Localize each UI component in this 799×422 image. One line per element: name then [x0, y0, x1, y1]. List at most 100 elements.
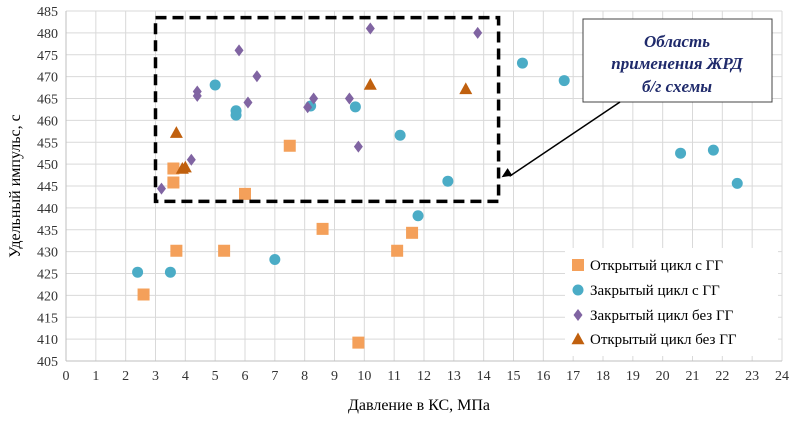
data-point-circle	[132, 266, 144, 278]
x-tick-label: 19	[626, 369, 640, 384]
data-point-circle	[209, 79, 221, 91]
data-point-square	[239, 187, 251, 200]
x-tick-label: 8	[301, 369, 308, 384]
data-point-circle	[731, 177, 743, 189]
y-tick-label: 455	[37, 136, 58, 151]
legend-marker-diamond	[573, 309, 583, 321]
y-tick-label: 460	[37, 114, 58, 129]
x-tick-label: 24	[775, 369, 789, 384]
legend-marker-square	[572, 259, 584, 271]
y-tick-label: 415	[37, 311, 58, 326]
y-axis-title: Удельный импульс, с	[7, 114, 24, 258]
x-tick-label: 2	[122, 369, 129, 384]
data-point-diamond	[365, 22, 375, 35]
legend-label: Открытый цикл с ГГ	[590, 258, 723, 274]
x-tick-label: 23	[745, 369, 759, 384]
legend-label: Закрытый цикл с ГГ	[590, 283, 720, 299]
region-rectangle	[153, 15, 501, 204]
data-point-square	[218, 244, 231, 257]
data-point-square	[352, 336, 365, 349]
x-tick-label: 13	[447, 369, 461, 384]
x-tick-label: 14	[477, 369, 491, 384]
y-tick-label: 405	[37, 355, 58, 370]
legend-label: Открытый цикл без ГГ	[590, 332, 737, 348]
y-tick-label: 425	[37, 268, 58, 283]
x-tick-label: 22	[715, 369, 729, 384]
data-point-triangle	[459, 82, 473, 95]
data-point-square	[406, 226, 419, 239]
x-tick-label: 1	[92, 369, 99, 384]
data-point-circle	[230, 109, 242, 121]
x-tick-label: 4	[182, 369, 189, 384]
x-tick-label: 12	[417, 369, 431, 384]
data-point-square	[167, 176, 180, 189]
y-tick-label: 430	[37, 246, 58, 261]
data-point-diamond	[309, 92, 319, 105]
data-point-circle	[516, 57, 528, 69]
y-tick-label: 485	[37, 5, 58, 20]
annotation-arrow-head	[501, 168, 513, 178]
data-point-diamond	[243, 96, 253, 109]
y-tick-label: 480	[37, 27, 58, 42]
data-point-square	[137, 288, 150, 301]
y-tick-label: 470	[37, 71, 58, 86]
y-tick-label: 445	[37, 180, 58, 195]
data-point-circle	[675, 147, 687, 159]
x-tick-label: 20	[656, 369, 670, 384]
x-tick-label: 10	[357, 369, 371, 384]
x-tick-label: 7	[271, 369, 278, 384]
y-tick-label: 475	[37, 49, 58, 64]
y-tick-label: 420	[37, 289, 58, 304]
legend-marker-triangle	[571, 332, 585, 345]
data-point-circle	[269, 254, 281, 265]
data-point-square	[316, 222, 329, 235]
data-point-diamond	[186, 153, 196, 166]
annotation-text: Область	[644, 32, 710, 51]
x-tick-label: 17	[566, 369, 580, 384]
data-point-diamond	[252, 70, 262, 83]
data-point-circle	[412, 210, 424, 222]
annotation-arrow-line	[509, 101, 621, 177]
x-tick-label: 11	[387, 369, 400, 384]
data-point-square	[170, 244, 183, 257]
data-point-triangle	[363, 78, 377, 90]
data-point-circle	[558, 75, 570, 87]
data-point-diamond	[473, 26, 483, 39]
x-tick-label: 16	[536, 369, 550, 384]
y-tick-label: 440	[37, 202, 58, 217]
data-point-square	[283, 139, 296, 152]
y-tick-label: 410	[37, 333, 58, 348]
y-tick-label: 465	[37, 93, 58, 108]
x-tick-label: 6	[242, 369, 249, 384]
legend-label: Закрытый цикл без ГГ	[590, 308, 734, 324]
annotation-text: применения ЖРД	[611, 54, 744, 73]
x-axis-title: Давление в КС, МПа	[348, 397, 490, 414]
data-point-diamond	[344, 92, 354, 105]
data-point-circle	[394, 129, 406, 141]
data-point-diamond	[192, 85, 202, 98]
x-tick-label: 9	[331, 369, 338, 384]
y-tick-label: 450	[37, 158, 58, 173]
data-point-diamond	[303, 101, 313, 114]
annotation-text: б/г схемы	[642, 77, 712, 96]
x-tick-label: 0	[63, 369, 70, 384]
x-tick-label: 3	[152, 369, 159, 384]
y-tick-label: 435	[37, 224, 58, 239]
data-point-circle	[442, 175, 454, 187]
x-tick-label: 18	[596, 369, 610, 384]
data-point-square	[391, 244, 404, 257]
data-point-triangle	[169, 126, 183, 138]
x-tick-label: 15	[507, 369, 521, 384]
data-point-circle	[164, 266, 176, 278]
legend-box	[565, 248, 778, 356]
data-point-diamond	[234, 44, 244, 57]
data-point-diamond	[353, 140, 363, 153]
data-point-triangle	[178, 160, 192, 173]
x-tick-label: 5	[212, 369, 219, 384]
annotation-box	[582, 18, 773, 103]
x-tick-label: 21	[686, 369, 700, 384]
data-point-circle	[349, 101, 361, 113]
legend-marker-circle	[572, 284, 584, 296]
